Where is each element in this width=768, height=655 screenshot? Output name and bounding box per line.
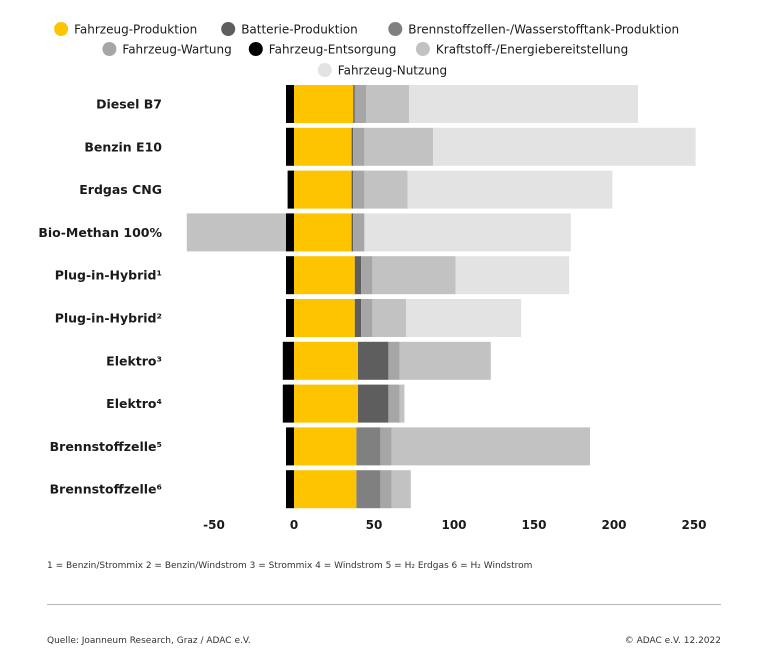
bar-8-4: [356, 427, 381, 466]
x-tick-label-6: 250: [681, 518, 706, 532]
legend-label-4: Fahrzeug-Entsorgung: [269, 43, 397, 57]
legend-swatch-3: [102, 42, 117, 56]
legend-swatch-1: [221, 22, 236, 36]
bar-6-6: [399, 341, 491, 380]
x-tick-label-1: 0: [290, 518, 298, 532]
chart: Fahrzeug-Produktion Batterie-Produktion Br…: [38, 22, 707, 532]
bar-3-3: [351, 213, 354, 252]
bar-2-6: [364, 170, 408, 209]
category-label-5: Plug-in-Hybrid²: [55, 311, 162, 326]
category-label-3: Bio-Methan 100%: [38, 225, 162, 240]
source-note: Quelle: Joanneum Research, Graz / ADAC e…: [47, 636, 251, 646]
bar-7-2: [294, 384, 358, 423]
bar-3-1: [186, 213, 286, 252]
bar-2-3: [351, 170, 354, 209]
bar-0-5: [354, 85, 366, 123]
bar-5-2: [294, 299, 355, 337]
x-tick-label-5: 200: [601, 518, 626, 532]
category-label-7: Elektro⁴: [106, 396, 162, 411]
copyright-note: © ADAC e.V. 12.2022: [624, 636, 721, 646]
bar-2-2: [294, 170, 352, 209]
bar-9-2: [294, 470, 357, 509]
legend-label-1: Batterie-Produktion: [241, 23, 358, 37]
category-label-0: Diesel B7: [96, 97, 162, 112]
legend-swatch-4: [248, 42, 263, 56]
bar-3-5: [353, 213, 365, 252]
bar-2-7: [407, 170, 613, 209]
legend-label-0: Fahrzeug-Produktion: [74, 23, 197, 37]
bar-8-6: [391, 427, 590, 466]
bar-6-2: [294, 341, 358, 380]
bar-6-3: [358, 341, 389, 380]
x-tick-label-3: 100: [441, 518, 466, 532]
bar-7-5: [388, 384, 400, 423]
bar-4-2: [294, 256, 355, 295]
category-label-9: Brennstoffzelle⁶: [50, 482, 162, 497]
bar-4-6: [372, 256, 456, 295]
divider: [47, 604, 721, 605]
bar-8-0: [286, 427, 294, 466]
bar-2-5: [353, 170, 365, 209]
bar-1-7: [433, 127, 696, 166]
footnote: 1 = Benzin/Strommix 2 = Benzin/Windstrom…: [47, 561, 533, 571]
bar-7-3: [358, 384, 389, 423]
bar-5-7: [406, 299, 522, 337]
category-label-6: Elektro³: [106, 353, 162, 368]
category-label-1: Benzin E10: [84, 139, 162, 154]
bar-0-3: [353, 85, 355, 123]
bar-1-6: [364, 127, 434, 166]
x-tick-label-2: 50: [366, 518, 383, 532]
bar-1-0: [286, 127, 294, 166]
legend-label-2: Brennstoffzellen-/Wasserstofftank-Produk…: [408, 23, 679, 37]
bar-1-2: [294, 127, 352, 166]
bar-1-3: [351, 127, 354, 166]
bar-4-7: [455, 256, 570, 295]
bar-5-5: [361, 299, 373, 337]
bar-2-0: [287, 170, 294, 209]
legend-label-3: Fahrzeug-Wartung: [122, 43, 231, 57]
bar-5-6: [372, 299, 406, 337]
bar-9-5: [380, 470, 392, 509]
bar-5-0: [286, 299, 294, 337]
bar-1-5: [353, 127, 365, 166]
bar-4-0: [286, 256, 294, 295]
bar-0-0: [286, 85, 294, 123]
legend-swatch-0: [54, 22, 69, 36]
bar-9-4: [356, 470, 381, 509]
bar-7-0: [282, 384, 294, 423]
legend-swatch-2: [388, 22, 403, 36]
bar-8-5: [380, 427, 392, 466]
bar-6-5: [388, 341, 400, 380]
bar-9-6: [391, 470, 411, 509]
legend-label-5: Kraftstoff-/Energiebereitstellung: [436, 43, 628, 57]
bar-9-0: [286, 470, 294, 509]
x-tick-label-4: 150: [521, 518, 546, 532]
legend-swatch-5: [415, 42, 430, 56]
bar-3-0: [286, 213, 294, 252]
bar-8-2: [294, 427, 357, 466]
bar-3-7: [364, 213, 571, 252]
bar-0-7: [409, 85, 638, 123]
legend-label-6: Fahrzeug-Nutzung: [338, 64, 447, 78]
bar-0-2: [294, 85, 354, 123]
bar-5-3: [354, 299, 362, 337]
bar-7-6: [399, 384, 405, 423]
bar-3-2: [294, 213, 352, 252]
bar-0-6: [366, 85, 410, 123]
bar-4-5: [361, 256, 373, 295]
category-label-4: Plug-in-Hybrid¹: [55, 268, 162, 283]
bar-4-3: [354, 256, 362, 295]
category-label-8: Brennstoffzelle⁵: [50, 439, 162, 454]
legend-swatch-6: [317, 63, 332, 77]
x-tick-label-0: -50: [203, 518, 225, 532]
bar-6-0: [282, 341, 294, 380]
category-label-2: Erdgas CNG: [79, 182, 162, 197]
